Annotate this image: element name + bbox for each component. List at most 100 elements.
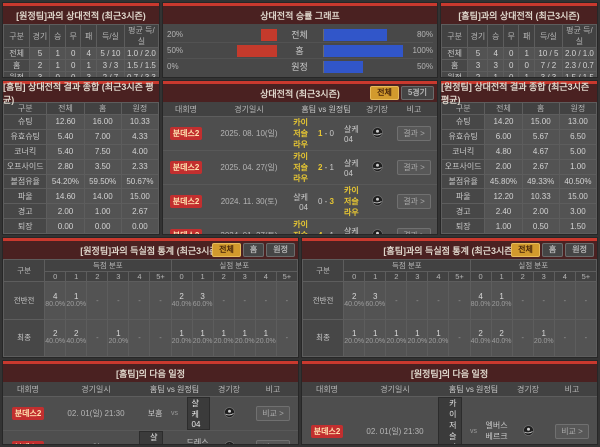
stats-table: 구분 전체 홈 원정 슈팅 12.60 16.00 10.33 유효슈팅 5.40 7.00 4.33… (3, 102, 159, 234)
soccer-ball-icon[interactable] (371, 161, 383, 174)
stat-value: 4 (487, 47, 504, 60)
stat-value: 1.5 / 1.5 (561, 71, 597, 77)
distribution-row: 최종 1 20.0% 1 20.0% 1 20.0% 1 20.0% 1 20.0% -2 40.0% 2… (302, 318, 597, 357)
filter-tab[interactable]: 홈 (541, 243, 564, 257)
distribution-cell: 1 20.0% (427, 318, 450, 357)
table-row: 경고 2.00 1.00 2.67 (3, 203, 159, 220)
filter-tab[interactable]: 원정 (565, 243, 594, 257)
match-datetime: 2025. 04. 27(일) (220, 163, 278, 172)
row-label: 오프사이드 (3, 158, 48, 175)
stat-value: 4 (80, 47, 97, 60)
soccer-ball-icon[interactable] (371, 195, 383, 208)
stat-value: 3 / 3 (533, 71, 563, 77)
bin-header: 4 (128, 271, 151, 282)
note-cell: 결과 > (391, 126, 437, 141)
empty-value: - (563, 295, 567, 305)
table-row: 원정 2 1 0 1 3 / 3 1.5 / 1.5 (441, 71, 597, 77)
count-value: 2 (478, 329, 483, 339)
panel-vs-home-record: [홈팀]과의 상대전적 (최근3시즌) 구분 경기 승 무 패 득/실 평균 득/실 전체 5 4… (440, 2, 598, 78)
distribution-row: 최종 2 40.0% 2 40.0% -1 20.0% - -1 20.0% 1 20.0% 1 20.0… (3, 318, 298, 357)
bin-header: 2 (385, 271, 408, 282)
soccer-ball-icon[interactable] (223, 407, 235, 420)
league-badge: 분데스2 (11, 441, 45, 444)
table-row: 코너킥 5.40 7.50 4.00 (3, 143, 159, 160)
distribution-cell: - (275, 281, 298, 320)
stat-value: 2.67 (120, 203, 159, 220)
filter-tab[interactable]: 전체 (370, 86, 399, 100)
row-label: 코너킥 (3, 143, 48, 160)
stat-value: 1 (518, 47, 535, 60)
filter-tab[interactable]: 원정 (266, 243, 295, 257)
column-header: 경기 (29, 24, 51, 48)
filter-tab[interactable]: 홈 (242, 243, 265, 257)
filter-tab[interactable]: 5경기 (400, 86, 434, 100)
compare-button[interactable]: 비교 > (555, 423, 589, 439)
panel-home-stats: [홈팀] 상대전적 결과 종합 (최근3시즌 평균) 구분 전체 홈 원정 슈팅 12.6… (2, 80, 160, 235)
panel-title-text: [홈팀]의 다음 일정 (116, 368, 185, 379)
vs-away-record-table: 구분 경기 승 무 패 득/실 평균 득/실 전체 5 1 0 4 5 / 10 1.0 / 2.0 홈 2 1… (3, 24, 159, 77)
stat-value: 14.60 (46, 188, 85, 205)
soccer-ball-icon[interactable] (522, 424, 534, 438)
stat-value: 0 (503, 47, 520, 60)
home-team-name: 카이저슬라우 (293, 152, 308, 183)
away-winrate-percent-label: 50% (416, 62, 433, 71)
bin-header: 4 (553, 271, 576, 282)
score-dash: - (322, 197, 330, 206)
score-dash: - (322, 163, 330, 172)
list-header: 대회명 경기일시 홈팀 vs 원정팀 경기장 비고 (163, 102, 437, 117)
row-label: 슈팅 (3, 114, 48, 130)
match-cell: 카이저슬라우 2 - 1 샬케04 (289, 151, 363, 184)
match-datetime: 2025. 08. 10(일) (220, 129, 278, 138)
header-date: 경기일시 (81, 384, 111, 394)
graph-category-label: 홈 (295, 46, 304, 56)
bin-header: 3 (107, 271, 130, 282)
stat-value: 0.7 / 3.3 (123, 71, 159, 77)
result-button[interactable]: 결과 > (397, 228, 431, 234)
compare-button[interactable]: 비교 > (256, 440, 290, 444)
percent-value: 40.0% (491, 338, 512, 346)
bin-header: 0 (170, 271, 193, 282)
soccer-ball-icon[interactable] (371, 229, 383, 234)
empty-value: - (222, 295, 225, 305)
percent-value: 80.0% (45, 300, 66, 308)
stat-value: 2 (467, 71, 489, 77)
compare-button[interactable]: 비교 > (256, 406, 290, 421)
count-value: 1 (415, 329, 420, 339)
away-team-label: 샬케04 (344, 226, 359, 235)
distribution-cell: 4 80.0% (44, 281, 67, 320)
empty-value: - (243, 295, 247, 305)
bin-header: 0 (469, 271, 492, 282)
away-bar-zone (322, 60, 404, 73)
distribution-cell: 1 20.0% (532, 318, 555, 357)
result-button[interactable]: 결과 > (397, 160, 431, 175)
stat-value: 5.40 (46, 128, 85, 145)
filter-tab[interactable]: 전체 (511, 243, 540, 257)
stat-value: 1.00 (558, 158, 597, 175)
distribution-cell: 1 20.0% (191, 318, 214, 357)
empty-value: - (159, 333, 162, 343)
distribution-cell: 2 40.0% (343, 281, 366, 320)
result-button[interactable]: 결과 > (397, 194, 431, 209)
stat-value: 0 (49, 71, 66, 77)
count-value: 3 (373, 291, 378, 301)
table-row: 유효슈팅 6.00 5.67 6.50 (441, 128, 597, 145)
percent-value: 20.0% (533, 338, 554, 346)
panel-title: [원정팀]과의 득실점 통계 (최근3시즌) 전체 홈 원정 (3, 238, 298, 259)
soccer-ball-icon[interactable] (371, 127, 383, 140)
score-dash: - (322, 129, 330, 138)
panel-title-text: 상대전적 승률 그래프 (260, 10, 340, 21)
count-value: 1 (541, 329, 546, 339)
winrate-graph: 20% 전체 80% 50% 홈 100% 0% 원정 50% (163, 24, 437, 77)
row-label: 오프사이드 (441, 158, 486, 175)
result-button[interactable]: 결과 > (397, 126, 431, 141)
header-match: 홈팀 vs 원정팀 (139, 384, 210, 395)
list-header: 대회명 경기일시 홈팀 vs 원정팀 경기장 비고 (302, 382, 597, 397)
vs-label: vs (163, 444, 187, 445)
distribution-cell: 1 20.0% (254, 318, 277, 357)
bin-header: 5+ (275, 271, 298, 282)
percent-value: 20.0% (428, 338, 449, 346)
home-winrate-bar (260, 28, 277, 41)
percent-value: 20.0% (386, 338, 407, 346)
panel-h2h-matches: 상대전적 (최근3시즌) 전체 5경기 대회명 경기일시 홈팀 vs 원정팀 경기장 비고… (162, 80, 438, 235)
filter-tab[interactable]: 전체 (212, 243, 241, 257)
